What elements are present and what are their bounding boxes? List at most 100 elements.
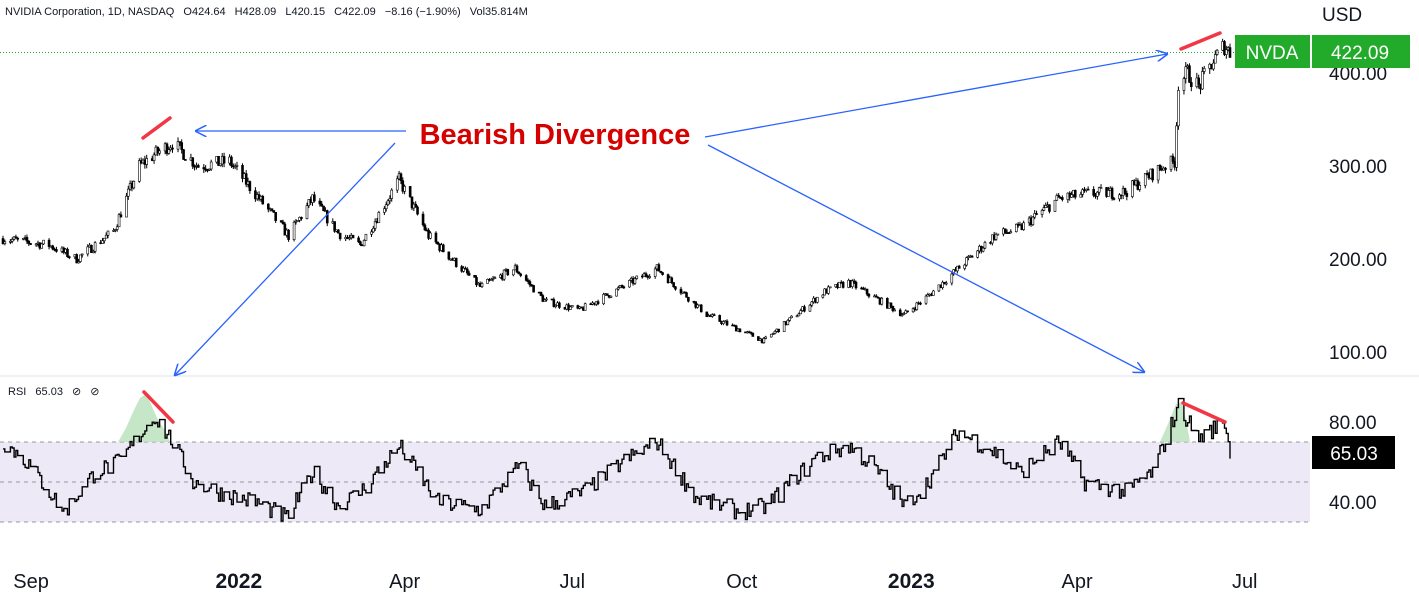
candle-body: [29, 243, 32, 245]
price-tag: [1312, 35, 1410, 68]
candle-body: [1162, 167, 1165, 171]
candle-body: [567, 304, 570, 310]
candle-body: [171, 147, 174, 150]
candle-body: [375, 221, 379, 224]
candle-body: [1108, 187, 1112, 191]
candle-body: [633, 278, 637, 284]
candle-body: [762, 338, 766, 343]
candle-body: [440, 244, 443, 251]
candle-body: [215, 156, 219, 163]
candle-body: [438, 243, 441, 251]
candle-body: [453, 257, 456, 261]
candle-body: [425, 229, 429, 232]
rsi-name[interactable]: RSI: [8, 386, 27, 398]
candle-body: [132, 180, 136, 189]
candle-body: [259, 196, 263, 200]
candle-body: [421, 213, 425, 226]
candle-body: [27, 240, 31, 244]
candle-body: [80, 253, 84, 256]
candle-body: [154, 146, 158, 156]
candle-body: [1096, 191, 1099, 197]
candle-body: [519, 273, 522, 276]
candle-body: [462, 267, 465, 272]
candle-body: [863, 288, 867, 291]
candle-body: [1107, 190, 1110, 197]
low-value: L420.15: [285, 6, 326, 18]
divergence-line: [141, 116, 172, 140]
candle-body: [902, 313, 906, 315]
candle-body: [563, 307, 567, 310]
change-value: −8.16 (−1.90%): [384, 6, 461, 18]
candle-body: [629, 278, 633, 281]
candle-body: [926, 294, 930, 297]
candle-body: [1184, 66, 1188, 79]
candle-body: [9, 241, 12, 243]
candle-body: [1125, 193, 1129, 197]
candle-body: [246, 181, 250, 185]
candle-body: [349, 234, 353, 239]
candle-body: [994, 233, 998, 240]
candle-body: [1120, 194, 1123, 197]
candle-body: [106, 230, 110, 236]
rsi-line: [3, 397, 1231, 522]
candle-body: [281, 221, 285, 225]
candle-body: [220, 156, 224, 165]
candle-body: [812, 297, 815, 303]
rsi-series: [3, 394, 1231, 522]
candle-body: [873, 295, 876, 298]
candle-body: [1173, 160, 1177, 168]
candle-body: [196, 165, 200, 168]
candle-body: [847, 279, 850, 288]
candle-body: [1046, 204, 1049, 207]
candle-body: [880, 298, 884, 305]
rsi-legend: RSI 65.03 ⊘ ⊘: [8, 385, 106, 398]
candle-body: [836, 284, 839, 288]
hide-icon[interactable]: ⊘: [90, 386, 100, 398]
candle-body: [119, 214, 123, 218]
candle-body: [1201, 71, 1204, 90]
candle-body: [738, 328, 742, 333]
arrow: [704, 54, 1167, 138]
candle-body: [1151, 168, 1154, 181]
candle-body: [204, 168, 207, 171]
candle-body: [324, 210, 327, 212]
candle-body: [565, 304, 569, 310]
candle-body: [139, 160, 143, 164]
hide-icon[interactable]: ⊘: [72, 386, 82, 398]
candle-body: [112, 230, 115, 232]
candle-body: [834, 284, 838, 288]
candle-body: [10, 239, 14, 242]
candle-body: [442, 244, 445, 253]
candle-body: [1132, 180, 1136, 186]
time-tick-label: Jul: [559, 571, 585, 593]
candle-body: [1009, 231, 1013, 234]
candle-body: [723, 320, 727, 323]
candle-body: [270, 208, 274, 211]
candle-body: [797, 313, 801, 317]
rsi-tick-label: 80.00: [1329, 413, 1377, 434]
candle-body: [849, 279, 852, 287]
symbol-name[interactable]: NVIDIA Corporation, 1D, NASDAQ: [5, 6, 175, 18]
candle-body: [423, 224, 427, 231]
candle-body: [539, 291, 543, 296]
candle-body: [718, 315, 721, 322]
currency-label[interactable]: USD: [1322, 5, 1363, 26]
candle-body: [117, 214, 121, 228]
candle-body: [467, 272, 471, 276]
candle-body: [596, 301, 600, 304]
candle-body: [351, 234, 355, 239]
candle-body: [919, 302, 922, 305]
candle-body: [852, 280, 856, 283]
candle-body: [1084, 188, 1088, 191]
symbol-header: NVIDIA Corporation, 1D, NASDAQ O424.64 H…: [5, 6, 534, 18]
candle-body: [981, 247, 985, 252]
candle-body: [620, 285, 624, 288]
candle-body: [1073, 189, 1077, 198]
candle-body: [655, 264, 659, 270]
candle-body: [1118, 194, 1121, 200]
candle-body: [1099, 187, 1103, 189]
candle-body: [184, 159, 187, 161]
candle-body: [348, 237, 351, 240]
candle-body: [1158, 165, 1162, 170]
